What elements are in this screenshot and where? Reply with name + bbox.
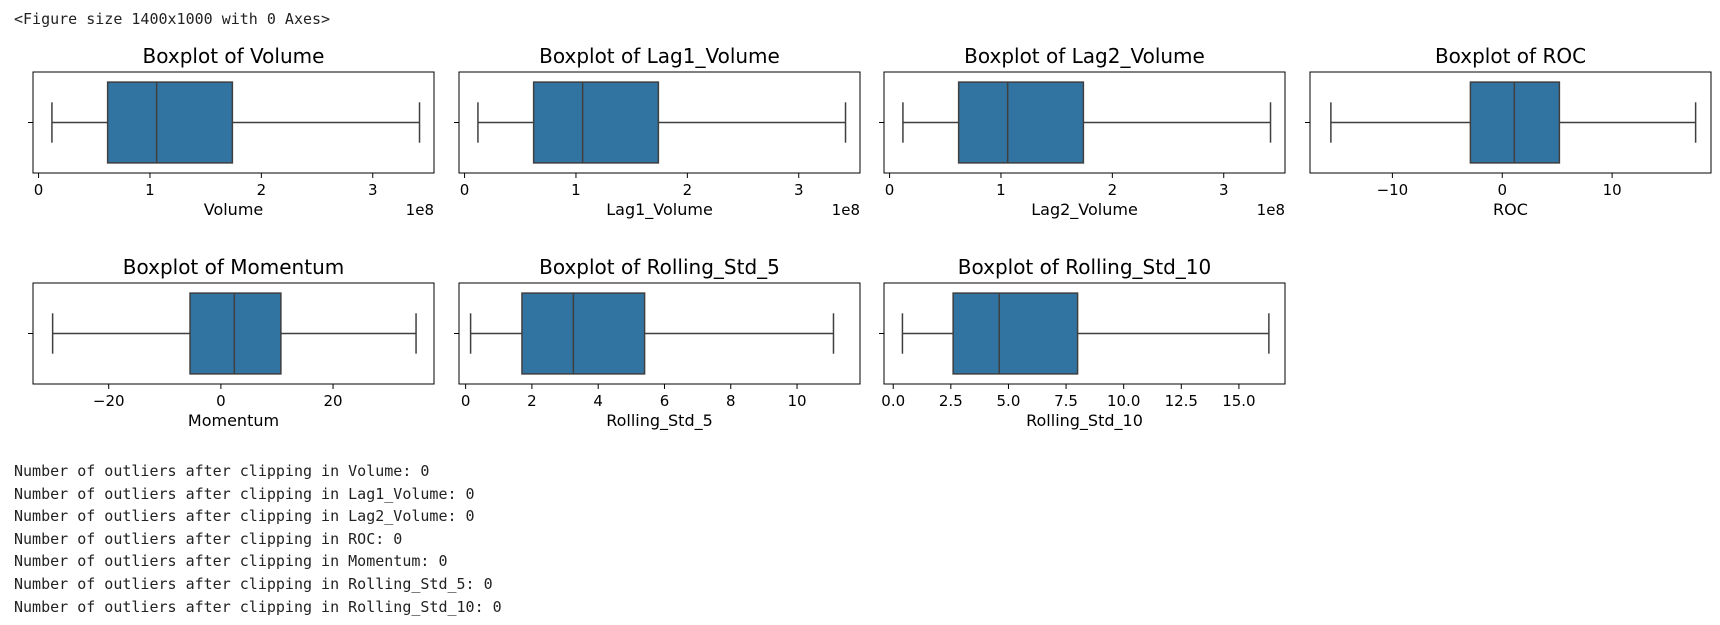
x-tick-label: 2 <box>683 181 693 199</box>
chart-title: Boxplot of Momentum <box>123 255 344 279</box>
x-axis-label: ROC <box>1493 200 1528 219</box>
x-tick-label: 10.0 <box>1107 392 1140 410</box>
x-tick-label: 2 <box>1108 181 1118 199</box>
chart-title: Boxplot of Lag1_Volume <box>539 44 780 68</box>
chart-title: Boxplot of Lag2_Volume <box>964 44 1205 68</box>
chart-title: Boxplot of ROC <box>1435 44 1586 68</box>
iqr-box <box>106 81 234 164</box>
x-tick-label: 3 <box>368 181 378 199</box>
iqr-box <box>957 81 1085 164</box>
x-tick-label: 0 <box>216 392 226 410</box>
x-tick-label: 5.0 <box>997 392 1021 410</box>
x-axis-label: Lag2_Volume <box>1031 200 1138 220</box>
x-tick-label: 10 <box>787 392 806 410</box>
x-tick-label: 4 <box>593 392 603 410</box>
x-tick-label: −10 <box>1377 181 1409 199</box>
boxplot-panel-2: Boxplot of Lag1_Volume 0 1 2 3 Lag1_Volume 1e8 <box>454 44 861 220</box>
chart-title: Boxplot of Rolling_Std_10 <box>958 255 1211 279</box>
x-tick-label: 2 <box>527 392 537 410</box>
x-tick-label: 10 <box>1603 181 1622 199</box>
iqr-box <box>532 81 660 164</box>
chart-title: Boxplot of Volume <box>143 44 325 68</box>
x-tick-label: 3 <box>1219 181 1229 199</box>
x-axis-label: Lag1_Volume <box>606 200 713 220</box>
x-tick-label: 0 <box>460 181 470 199</box>
x-tick-label: 0 <box>1497 181 1507 199</box>
iqr-box <box>521 292 646 375</box>
boxplot-panel-7: Boxplot of Rolling_Std_10 0.0 2.5 5.0 7.5 10.… <box>879 255 1286 431</box>
axis-offset-label: 1e8 <box>406 201 434 219</box>
x-tick-label: −20 <box>93 392 125 410</box>
x-tick-label: 1 <box>996 181 1006 199</box>
output-line-lag2-volume: Number of outliers after clipping in Lag… <box>14 507 475 526</box>
x-tick-label: 1 <box>145 181 155 199</box>
x-tick-label: 0 <box>885 181 895 199</box>
output-line-volume: Number of outliers after clipping in Vol… <box>14 462 430 480</box>
output-line-roc: Number of outliers after clipping in ROC… <box>14 529 403 548</box>
x-tick-label: 12.5 <box>1165 392 1198 410</box>
output-line-rolling-std-5: Number of outliers after clipping in Rol… <box>14 574 493 593</box>
x-tick-label: 2.5 <box>939 392 963 410</box>
boxplot-panel-1: Boxplot of Volume 0 1 2 3 Volume 1e8 <box>28 44 435 219</box>
chart-title: Boxplot of Rolling_Std_5 <box>539 255 780 279</box>
axis-offset-label: 1e8 <box>1257 201 1285 219</box>
x-axis-label: Rolling_Std_10 <box>1026 411 1143 431</box>
x-axis-label: Volume <box>204 200 264 219</box>
x-tick-label: 0 <box>34 181 44 199</box>
boxplot-panel-5: Boxplot of Momentum −20 0 20 Momentum <box>28 255 435 430</box>
x-tick-label: 6 <box>660 392 670 410</box>
boxplot-panel-4: Boxplot of ROC −10 0 10 ROC <box>1305 44 1712 219</box>
x-tick-label: 15.0 <box>1222 392 1255 410</box>
x-axis-label: Rolling_Std_5 <box>606 411 713 431</box>
x-tick-label: 3 <box>794 181 804 199</box>
x-tick-label: 20 <box>324 392 343 410</box>
outlier-count-output: Number of outliers after clipping in Vol… <box>14 460 502 618</box>
figure-size-output: <Figure size 1400x1000 with 0 Axes> <box>14 10 331 28</box>
x-tick-label: 0.0 <box>881 392 905 410</box>
x-tick-label: 7.5 <box>1054 392 1078 410</box>
x-tick-label: 1 <box>571 181 581 199</box>
output-line-rolling-std-10: Number of outliers after clipping in Rol… <box>14 597 502 616</box>
axis-offset-label: 1e8 <box>832 201 860 219</box>
x-tick-label: 0 <box>461 392 471 410</box>
x-tick-label: 8 <box>726 392 736 410</box>
output-line-lag1-volume: Number of outliers after clipping in Lag… <box>14 484 475 503</box>
x-tick-label: 2 <box>257 181 267 199</box>
boxplot-panel-6: Boxplot of Rolling_Std_5 0 2 4 6 8 10 Rolling_S… <box>454 255 861 431</box>
iqr-box <box>189 292 282 375</box>
output-line-momentum: Number of outliers after clipping in Mom… <box>14 552 448 571</box>
boxplot-panel-3: Boxplot of Lag2_Volume 0 1 2 3 Lag2_Volume 1e8 <box>879 44 1286 220</box>
x-axis-label: Momentum <box>188 411 279 430</box>
iqr-box <box>952 292 1079 375</box>
